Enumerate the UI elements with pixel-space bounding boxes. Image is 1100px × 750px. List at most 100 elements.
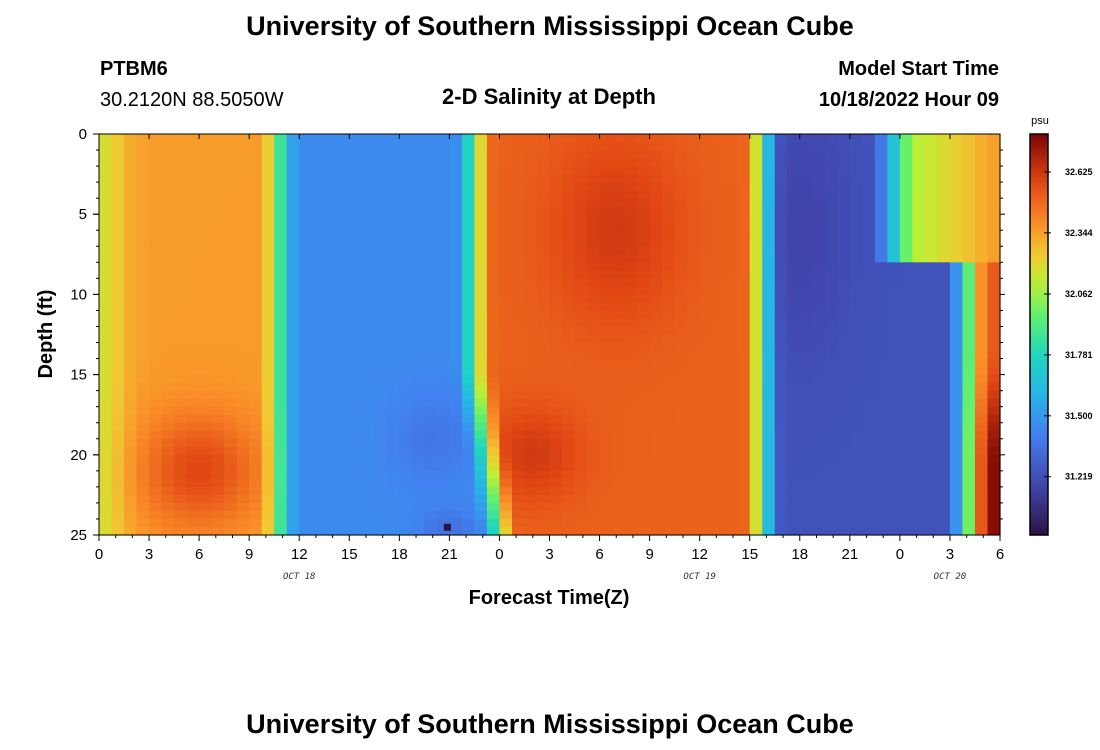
heatmap-cell <box>712 430 726 440</box>
heatmap-cell <box>937 374 951 384</box>
heatmap-cell <box>499 462 513 472</box>
heatmap-cell <box>374 134 388 143</box>
heatmap-cell <box>336 134 350 143</box>
heatmap-cell <box>461 278 476 287</box>
heatmap-cell <box>824 174 838 183</box>
heatmap-cell <box>974 510 989 520</box>
heatmap-cell <box>499 206 513 215</box>
heatmap-cell <box>236 310 250 320</box>
heatmap-cell <box>149 438 163 448</box>
heatmap-cell <box>286 382 300 392</box>
heatmap-cell <box>874 166 888 175</box>
heatmap-cell <box>211 334 225 344</box>
heatmap-cell <box>499 382 513 392</box>
heatmap-cell <box>849 246 863 255</box>
heatmap-cell <box>524 254 538 263</box>
heatmap-cell <box>549 254 563 263</box>
heatmap-cell <box>374 174 388 183</box>
heatmap-cell <box>674 518 688 528</box>
heatmap-cell <box>849 238 863 247</box>
heatmap-cell <box>336 238 350 247</box>
heatmap-cell <box>436 406 450 416</box>
heatmap-cell <box>499 302 513 312</box>
heatmap-cell <box>974 214 989 223</box>
heatmap-cell <box>837 502 851 512</box>
heatmap-cell <box>99 222 113 231</box>
heatmap-cell <box>161 278 175 287</box>
heatmap-cell <box>511 246 526 255</box>
heatmap-cell <box>912 358 926 368</box>
heatmap-cell <box>987 502 1001 512</box>
heatmap-cell <box>649 238 663 247</box>
heatmap-cell <box>161 510 175 520</box>
heatmap-cell <box>474 518 488 528</box>
heatmap-cell <box>737 406 751 416</box>
heatmap-cell <box>249 206 263 215</box>
heatmap-cell <box>299 334 313 344</box>
heatmap-cell <box>474 222 488 231</box>
heatmap-cell <box>411 286 425 295</box>
heatmap-cell <box>924 350 939 360</box>
heatmap-cell <box>799 478 813 488</box>
heatmap-cell <box>637 526 651 536</box>
heatmap-cell <box>574 182 588 191</box>
heatmap-cell <box>699 294 713 304</box>
heatmap-cell <box>674 454 688 464</box>
heatmap-cell <box>737 470 751 480</box>
heatmap-cell <box>962 270 976 279</box>
heatmap-cell <box>612 478 626 488</box>
heatmap-cell <box>324 222 338 231</box>
heatmap-cell <box>762 262 776 271</box>
heatmap-cell <box>174 278 188 287</box>
heatmap-cell <box>461 422 476 432</box>
heatmap-cell <box>662 414 676 424</box>
heatmap-cell <box>824 278 838 287</box>
heatmap-cell <box>236 470 250 480</box>
heatmap-cell <box>599 302 613 312</box>
heatmap-cell <box>224 398 238 408</box>
heatmap-cell <box>399 254 413 263</box>
heatmap-cell <box>837 342 851 352</box>
heatmap-cell <box>261 158 275 167</box>
heatmap-cell <box>824 478 838 488</box>
heatmap-cell <box>987 382 1001 392</box>
heatmap-cell <box>662 142 676 151</box>
heatmap-cell <box>399 462 413 472</box>
footer-title: University of Southern Mississippi Ocean… <box>246 709 854 739</box>
heatmap-cell <box>399 142 413 151</box>
heatmap-cell <box>849 470 863 480</box>
heatmap-cell <box>424 190 438 199</box>
heatmap-cell <box>912 150 926 159</box>
heatmap-cell <box>474 486 488 496</box>
heatmap-cell <box>536 166 551 175</box>
heatmap-cell <box>987 430 1001 440</box>
heatmap-cell <box>924 270 939 279</box>
heatmap-cell <box>762 238 776 247</box>
heatmap-cell <box>874 198 888 207</box>
heatmap-cell <box>787 470 801 480</box>
heatmap-cell <box>536 206 551 215</box>
heatmap-cell <box>149 198 163 207</box>
heatmap-cell <box>874 190 888 199</box>
heatmap-cell <box>974 190 989 199</box>
heatmap-cell <box>849 310 863 320</box>
heatmap-cell <box>424 462 438 472</box>
heatmap-cell <box>712 278 726 287</box>
heatmap-cell <box>612 222 626 231</box>
heatmap-cell <box>386 342 400 352</box>
heatmap-cell <box>361 198 375 207</box>
heatmap-cell <box>461 510 476 520</box>
heatmap-cell <box>536 278 551 287</box>
heatmap-cell <box>124 262 138 271</box>
heatmap-cell <box>111 150 125 159</box>
heatmap-cell <box>436 270 450 279</box>
heatmap-cell <box>749 238 763 247</box>
heatmap-cell <box>674 366 688 376</box>
heatmap-cell <box>587 414 601 424</box>
heatmap-cell <box>924 278 939 287</box>
heatmap-cell <box>136 230 150 239</box>
heatmap-cell <box>674 150 688 159</box>
heatmap-cell <box>236 294 250 304</box>
heatmap-cell <box>737 382 751 392</box>
heatmap-cell <box>949 214 964 223</box>
